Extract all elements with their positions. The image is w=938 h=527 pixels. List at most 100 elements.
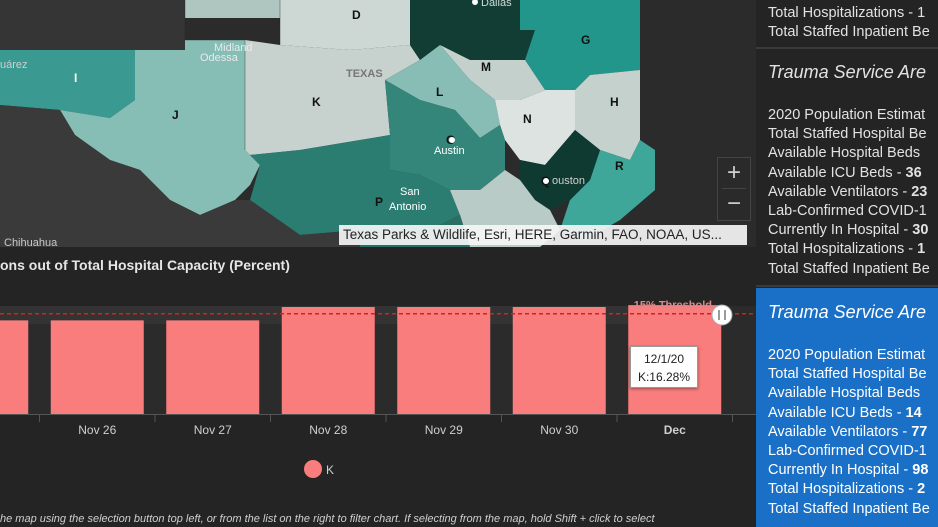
x-tick-label: Dec	[664, 423, 686, 437]
card-divider	[756, 285, 938, 287]
chart-bar[interactable]	[166, 320, 260, 414]
legend-label[interactable]: K	[326, 463, 334, 477]
region-label-g: G	[581, 33, 590, 47]
region-card-1[interactable]: Trauma Service Are 2020 Population Estim…	[756, 56, 938, 284]
x-tick-label: Nov 29	[425, 423, 463, 437]
region-h	[575, 70, 640, 160]
card-line: Total Staffed Inpatient Be	[756, 500, 938, 519]
x-tick-label: Nov 28	[309, 423, 347, 437]
place-label-antonio: Antonio	[389, 201, 426, 213]
chart-bar[interactable]	[512, 307, 606, 414]
card-line-label: 2020 Population Estimat	[768, 107, 926, 123]
card-line: Available Ventilators - 77	[756, 423, 938, 442]
region-o	[385, 80, 505, 190]
card-line: Currently In Hospital - 30	[756, 221, 938, 240]
card-line: Total Hospitalizations - 2	[756, 480, 938, 499]
city-dot-austin	[449, 137, 455, 143]
card-line: Available ICU Beds - 36	[756, 164, 938, 183]
place-label-san: San	[400, 186, 420, 198]
card-line-label: 2020 Population Estimat	[768, 347, 926, 363]
region-list-panel[interactable]: Total Hospitalizations - 1 Total Staffed…	[756, 0, 938, 527]
region-card-2-selected[interactable]: Trauma Service Are 2020 Population Estim…	[756, 288, 938, 527]
card-line-value: 98	[912, 462, 929, 479]
card-line: Available Hospital Beds	[756, 144, 938, 163]
zoom-in-button[interactable]: +	[726, 159, 741, 186]
zoom-controls: + −	[717, 157, 751, 221]
zoom-out-button[interactable]: −	[726, 190, 741, 217]
region-label-j: J	[172, 108, 179, 122]
tooltip-value: K:16.28%	[637, 370, 691, 384]
card-line-label: Available Ventilators -	[768, 183, 912, 200]
card-line: Currently In Hospital - 98	[756, 461, 938, 480]
card-line-value: 2	[917, 481, 926, 498]
city-dot-houston	[543, 178, 549, 184]
chart-bar[interactable]	[0, 320, 29, 414]
card-line: Total Staffed Inpatient Be	[768, 24, 930, 41]
region-i	[0, 50, 135, 118]
zoom-divider	[722, 188, 746, 189]
threshold-label: 15% Threshold	[634, 300, 712, 312]
card-line: Available ICU Beds - 14	[756, 404, 938, 423]
place-label-odessa: Odessa	[200, 52, 239, 64]
chart-panel: ons out of Total Hospital Capacity (Perc…	[0, 247, 756, 527]
x-tick-label: Nov 27	[194, 423, 232, 437]
card-line: Total Staffed Inpatient Be	[756, 260, 938, 279]
x-tick-label: Nov 26	[78, 423, 116, 437]
card-line-label: Total Staffed Hospital Be	[768, 126, 927, 143]
region-label-h: H	[610, 95, 619, 109]
card-line-label: Available ICU Beds -	[768, 404, 906, 421]
place-label-midland: Midland	[214, 42, 253, 54]
region-d-west	[185, 0, 280, 40]
region-l	[385, 45, 500, 138]
region-label-r: R	[615, 159, 624, 173]
place-label-juarez: uárez	[0, 59, 28, 71]
card-line: Available Hospital Beds	[756, 384, 938, 403]
map-view[interactable]: D G I M L J K H N O R P Q Dallas Midland…	[0, 0, 756, 247]
texas-map[interactable]: D G I M L J K H N O R P Q Dallas Midland…	[0, 0, 756, 247]
legend-swatch[interactable]	[304, 460, 322, 478]
region-q	[520, 130, 600, 210]
region-j	[60, 40, 260, 215]
region-g	[520, 0, 640, 90]
region-p	[250, 135, 460, 235]
region-label-l: L	[436, 85, 443, 99]
card-line: Total Hospitalizations - 1	[768, 5, 926, 21]
card-line-label: Total Staffed Inpatient Be	[768, 260, 930, 277]
chart-bar[interactable]	[50, 320, 144, 414]
chart-bar[interactable]	[281, 307, 375, 414]
card-title: Trauma Service Are	[768, 302, 927, 322]
card-line-value: 36	[905, 164, 922, 181]
card-line-label: Currently In Hospital -	[768, 462, 913, 479]
card-line-value: 14	[905, 404, 922, 421]
card-line: Available Ventilators - 23	[756, 183, 938, 202]
range-slider-handle[interactable]	[711, 304, 733, 326]
region-dallas	[410, 0, 535, 60]
card-line-label: Available Ventilators -	[768, 423, 912, 440]
card-line-label: Total Hospitalizations -	[768, 241, 918, 258]
place-label-austin: Austin	[434, 145, 465, 157]
map-attribution[interactable]: Texas Parks & Wildlife, Esri, HERE, Garm…	[339, 225, 747, 245]
card-line: 2020 Population Estimat	[756, 106, 938, 125]
region-label-m: M	[481, 60, 491, 74]
card-lines: 2020 Population Estimat Total Staffed Hos…	[756, 106, 938, 279]
card-lines: 2020 Population Estimat Total Staffed Hos…	[756, 346, 938, 519]
place-label-chihuahua: Chihuahua	[4, 237, 58, 247]
card-line-label: Lab-Confirmed COVID-1	[768, 203, 927, 220]
region-card-top[interactable]: Total Hospitalizations - 1 Total Staffed…	[756, 4, 938, 42]
region-k	[245, 40, 420, 155]
card-title: Trauma Service Are	[768, 62, 927, 82]
chart-title: ons out of Total Hospital Capacity (Perc…	[0, 257, 290, 273]
card-line-label: Currently In Hospital -	[768, 222, 913, 239]
card-line-label: Available Hospital Beds	[768, 145, 921, 162]
x-tick-label: Nov 30	[540, 423, 578, 437]
region-label-i: I	[74, 71, 77, 85]
bar-chart[interactable]: Nov 26 Nov 27 Nov 28 Nov 29 Nov 30 Dec 15% Thr…	[0, 247, 756, 527]
card-line-label: Lab-Confirmed COVID-1	[768, 443, 927, 460]
card-line: Total Hospitalizations - 1	[756, 240, 938, 259]
card-line-value: 23	[911, 183, 928, 200]
region-mexico	[0, 105, 360, 247]
chart-footnote: he map using the selection button top le…	[0, 513, 655, 525]
chart-bar[interactable]	[397, 307, 491, 414]
city-dot-dallas	[472, 0, 478, 5]
card-line-label: Total Hospitalizations -	[768, 481, 918, 498]
